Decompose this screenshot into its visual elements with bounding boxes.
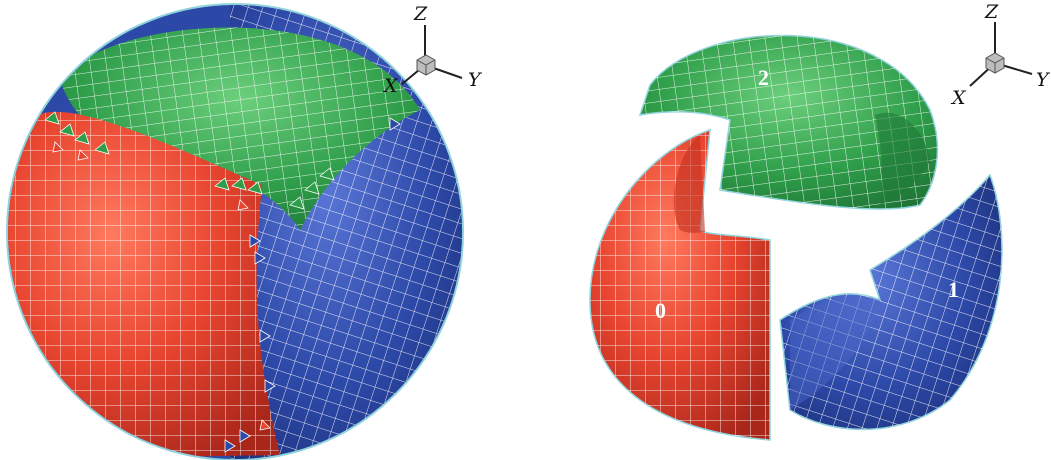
assembled-sphere bbox=[6, 3, 464, 460]
green-patch-2 bbox=[638, 34, 939, 210]
patch-label-0: 0 bbox=[655, 298, 666, 323]
patch-label-2: 2 bbox=[758, 65, 769, 90]
red-patch-0 bbox=[589, 128, 771, 441]
overlap-zone-markers bbox=[44, 111, 335, 210]
axis-triad-left: Z Y X bbox=[382, 3, 483, 97]
axis-triad-right: Z Y X bbox=[950, 1, 1051, 109]
exploded-patches: 2 0 1 bbox=[589, 34, 1003, 441]
axis-label-x: X bbox=[950, 87, 967, 109]
axis-label-x: X bbox=[382, 75, 399, 97]
blue-patch-1 bbox=[779, 173, 1003, 431]
axis-label-y: Y bbox=[468, 69, 483, 91]
axis-cube-icon bbox=[985, 52, 1005, 74]
axis-label-z: Z bbox=[984, 1, 999, 23]
axis-cube-icon bbox=[416, 54, 436, 76]
patch-label-1: 1 bbox=[948, 277, 959, 302]
axis-label-y: Y bbox=[1036, 69, 1051, 91]
axis-label-z: Z bbox=[413, 3, 428, 25]
